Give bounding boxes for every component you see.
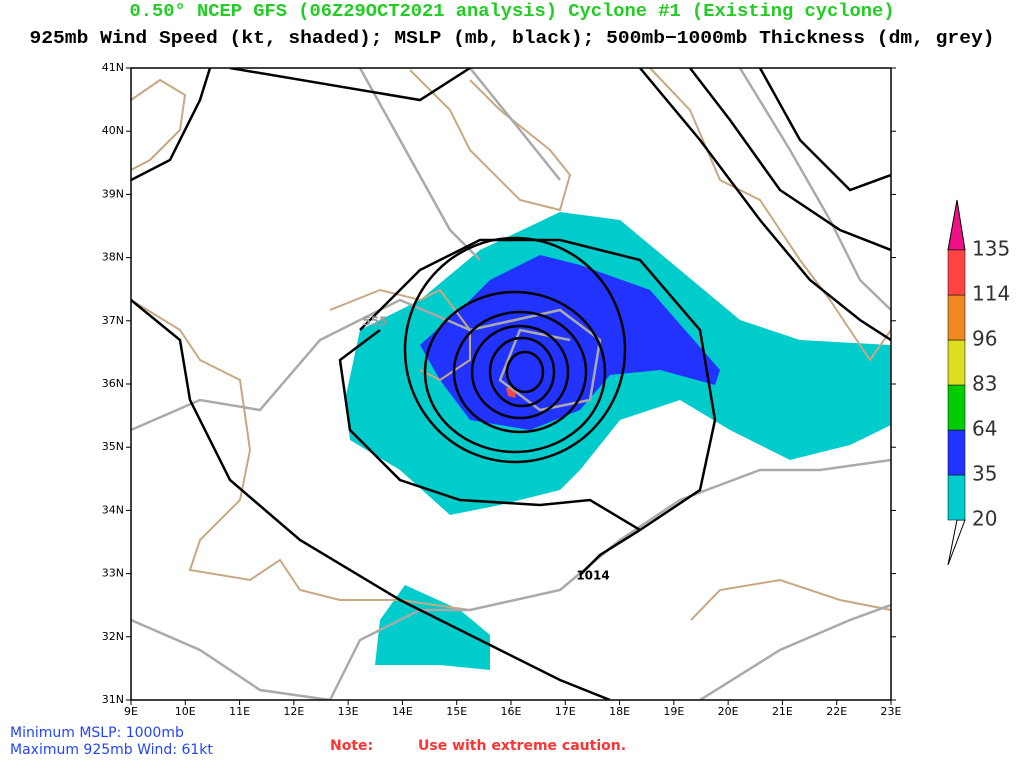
lon-label: 17E <box>555 705 576 718</box>
colorbar-label: 35 <box>972 462 997 486</box>
lon-label: 16E <box>501 705 522 718</box>
colorbar-label: 96 <box>972 327 997 351</box>
colorbar-segment <box>947 429 966 476</box>
colorbar-label: 20 <box>972 507 997 531</box>
wind-20 <box>375 585 490 670</box>
lon-label: 18E <box>609 705 630 718</box>
lon-label: 14E <box>392 705 413 718</box>
colorbar-segment <box>947 249 966 296</box>
lat-label: 34N <box>102 503 124 516</box>
lon-label: 9E <box>124 705 138 718</box>
title: 0.50° NCEP GFS (06Z29OCT2021 analysis) C… <box>130 2 895 22</box>
lon-label: 21E <box>772 705 793 718</box>
colorbar-segment <box>947 339 966 386</box>
lon-label: 20E <box>718 705 739 718</box>
lat-label: 37N <box>102 314 124 327</box>
colorbar-label: 135 <box>972 237 1010 261</box>
colorbar-over <box>947 199 966 251</box>
contour-label: 1014 <box>576 569 609 583</box>
subtitle: 925mb Wind Speed (kt, shaded); MSLP (mb,… <box>30 29 995 49</box>
wind-35 <box>420 255 720 430</box>
colorbar-segment <box>947 474 966 521</box>
mslp-contour <box>131 68 891 700</box>
lon-label: 23E <box>881 705 902 718</box>
lat-label: 33N <box>102 567 124 580</box>
colorbar-label: 83 <box>972 372 997 396</box>
contour-label: 555 <box>362 315 387 329</box>
lon-label: 12E <box>283 705 304 718</box>
colorbar-segment <box>947 384 966 431</box>
map: 555 1014 41N 40N 39N 38N 37N 36N 35N 34N 33N 32N 3… <box>102 61 902 718</box>
lat-label: 38N <box>102 251 124 264</box>
lat-label: 40N <box>102 124 124 137</box>
lat-label: 32N <box>102 630 124 643</box>
lon-label: 15E <box>446 705 467 718</box>
thickness-contour <box>131 68 891 700</box>
lat-label: 35N <box>102 440 124 453</box>
lon-label: 10E <box>175 705 196 718</box>
lat-label: 41N <box>102 61 124 74</box>
lat-label: 36N <box>102 377 124 390</box>
lat-label: 31N <box>102 693 124 706</box>
min-mslp: Minimum MSLP: 1000mb <box>10 725 184 741</box>
lon-label: 22E <box>826 705 847 718</box>
colorbar-label: 64 <box>972 417 997 441</box>
colorbar-under <box>947 519 966 566</box>
lon-label: 11E <box>229 705 250 718</box>
lat-label: 39N <box>102 187 124 200</box>
colorbar: 20 35 64 83 96 114 135 <box>947 199 1010 566</box>
coastline <box>131 68 891 621</box>
caution: Use with extreme caution. <box>418 738 626 754</box>
lon-label: 13E <box>338 705 359 718</box>
max-wind: Maximum 925mb Wind: 61kt <box>10 742 213 758</box>
colorbar-segment <box>947 294 966 341</box>
note: Note: <box>330 738 373 754</box>
colorbar-label: 114 <box>972 282 1010 306</box>
lon-label: 19E <box>663 705 684 718</box>
